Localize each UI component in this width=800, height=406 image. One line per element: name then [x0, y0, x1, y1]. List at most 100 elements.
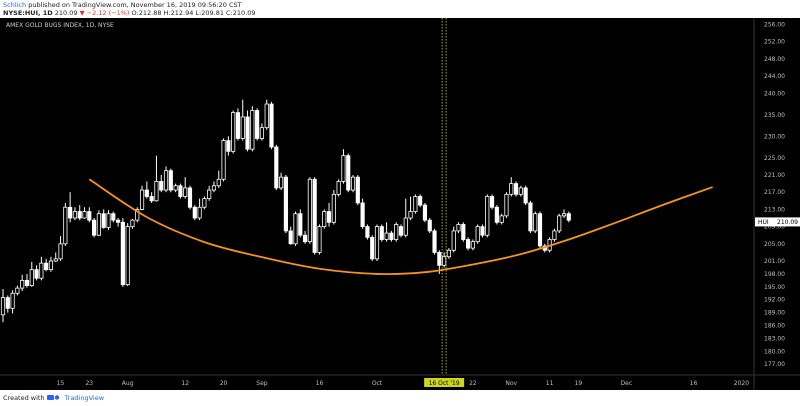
change-value: −2.12 (−1%) [86, 9, 130, 17]
candle-down [178, 185, 183, 197]
candle-down [187, 187, 193, 208]
last-price-label: 210.09 [777, 219, 798, 226]
candle-down [398, 226, 404, 236]
candle-down [34, 269, 39, 279]
candle-down [115, 219, 121, 223]
symbol-label: NYSE:HUI, 1D [3, 9, 53, 17]
candle-up [350, 176, 356, 191]
candle-up [533, 213, 538, 232]
candle-up [485, 196, 490, 236]
candle-down [235, 112, 241, 139]
candle-up [39, 262, 44, 279]
y-tick-label: 230.00 [764, 133, 785, 140]
x-tick-label: 15 [57, 380, 65, 387]
candle-down [427, 219, 432, 232]
y-tick-label: 213.00 [764, 206, 785, 213]
x-tick-label: Aug [122, 380, 134, 387]
candle-up [374, 226, 380, 260]
candle-down [77, 211, 82, 219]
candle-up [279, 176, 284, 189]
y-tick-label: 177.00 [764, 361, 785, 368]
candle-up [408, 211, 413, 219]
candle-down [283, 176, 288, 232]
highlight-date-label: 16 Oct '19 [429, 380, 460, 387]
candle-up [221, 140, 226, 180]
tradingview-brand[interactable]: TradingView [64, 394, 105, 402]
candle-down [5, 297, 10, 309]
candle-up [0, 297, 6, 316]
candle-down [461, 224, 466, 240]
x-tick-label: 12 [181, 380, 189, 387]
candle-down [144, 189, 149, 197]
candle-up [552, 230, 557, 240]
candle-up [207, 189, 212, 200]
candle-down [528, 202, 533, 232]
candle-up [29, 269, 34, 286]
candle-up [250, 110, 255, 150]
candle-down [389, 232, 394, 240]
candle-down [360, 202, 365, 228]
candle-up [48, 260, 54, 271]
candle-down [418, 196, 423, 206]
candle-up [557, 215, 562, 232]
author-link[interactable]: Schlich [3, 1, 27, 9]
candle-up [163, 170, 169, 191]
candle-down [346, 155, 351, 191]
tradingview-logo-icon [46, 394, 65, 402]
candle-up [331, 193, 336, 223]
symbol-info: NYSE:HUI, 1D 210.09 ▼ −2.12 (−1%) O:212.… [3, 9, 256, 17]
chart-area[interactable]: 256.00 252.00 248.00 244.00 240.00 235.00 230.… [0, 18, 800, 390]
candle-down [355, 176, 360, 204]
candle-up [475, 226, 480, 243]
y-tick-label: 240.00 [764, 90, 785, 97]
candle-up [106, 213, 111, 228]
candle-down [87, 211, 92, 221]
x-tick-label: 20 [220, 380, 228, 387]
candle-up [125, 226, 130, 286]
candle-up [470, 241, 475, 249]
y-tick-label: 198.00 [764, 271, 785, 278]
ohlc-values: O:212.88 H:212.94 L:209.81 C:210.09 [131, 9, 256, 17]
price-axis-panel [754, 18, 800, 390]
candle-down [480, 226, 485, 236]
y-tick-label: 183.00 [764, 335, 785, 342]
candle-down [422, 204, 428, 221]
candle-up [456, 224, 461, 232]
candle-up [451, 230, 456, 251]
last-price-symbol: HUI [758, 219, 769, 226]
candle-up [82, 211, 87, 219]
last-price-box [775, 217, 800, 227]
x-tick-label: Nov [505, 380, 517, 387]
candle-down [466, 239, 471, 249]
candle-down [370, 236, 375, 260]
y-tick-label: 225.00 [764, 155, 785, 162]
candle-down [245, 116, 250, 150]
candle-up [336, 181, 341, 195]
last-price-value: 210.09 [54, 9, 78, 17]
candle-up [10, 292, 15, 309]
created-with-label: Created with [3, 394, 45, 402]
candle-down [432, 230, 437, 253]
candle-up [96, 213, 101, 236]
candle-up [403, 217, 408, 236]
candle-down [101, 213, 106, 228]
candle-down [44, 262, 49, 271]
candle-up [53, 258, 58, 262]
candle-up [139, 189, 145, 210]
candle-up [130, 219, 135, 228]
candle-up [15, 287, 20, 294]
candle-down [255, 110, 260, 139]
x-tick-label: 11 [546, 380, 554, 387]
candle-up [561, 213, 567, 217]
candle-up [307, 178, 312, 243]
candle-up [518, 187, 523, 195]
published-text: published on TradingView.com, November 1… [28, 1, 242, 9]
x-tick-label: Sep [256, 380, 268, 387]
candle-up [317, 226, 322, 253]
candle-up [394, 224, 399, 240]
candle-up [135, 209, 140, 221]
y-tick-label: 221.00 [764, 172, 785, 179]
candle-down [494, 206, 499, 223]
candle-up [293, 213, 298, 245]
chart-canvas: 256.00 252.00 248.00 244.00 240.00 235.00 230.… [0, 18, 800, 390]
